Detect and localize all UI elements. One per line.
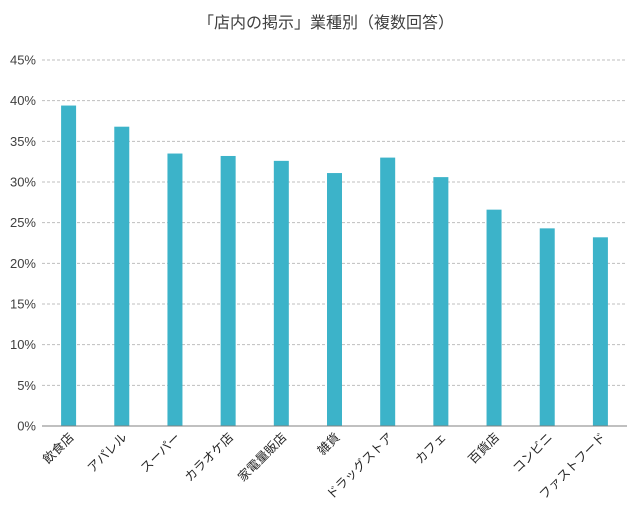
y-axis-ticks: 0% 5% 10% 15% 20% 25% 30% 35% 40% 45% [10,53,36,434]
bar [486,209,502,426]
y-tick-label: 40% [10,93,36,108]
x-tick-label: スーパー [137,430,183,476]
bar [592,237,608,426]
bar [539,228,555,426]
bar [61,105,77,427]
chart-title: 「店内の掲示」業種別（複数回答） [198,13,454,32]
bar [167,153,183,427]
bar [433,177,449,426]
x-tick-label: アパレル [84,430,130,476]
y-tick-label: 30% [10,175,36,190]
y-tick-label: 15% [10,297,36,312]
bar [327,173,342,426]
y-tick-label: 20% [10,256,36,271]
x-tick-label: カラオケ店 [181,430,236,485]
x-tick-label: 飲食店 [40,430,77,467]
x-tick-label: 家電量販店 [235,430,290,485]
bar [273,160,289,426]
x-tick-label: 雑貨 [314,430,342,458]
y-tick-label: 5% [17,378,36,393]
y-tick-label: 25% [10,215,36,230]
bar [380,157,396,426]
y-tick-label: 35% [10,134,36,149]
bars [61,105,608,427]
y-tick-label: 45% [10,53,36,68]
bar [114,126,130,427]
y-tick-label: 10% [10,337,36,352]
y-tick-label: 0% [17,419,36,434]
x-tick-label: 百貨店 [465,430,502,467]
x-tick-label: カフェ [412,430,449,467]
x-tick-label: コンビニ [509,430,555,476]
bar [220,155,236,426]
